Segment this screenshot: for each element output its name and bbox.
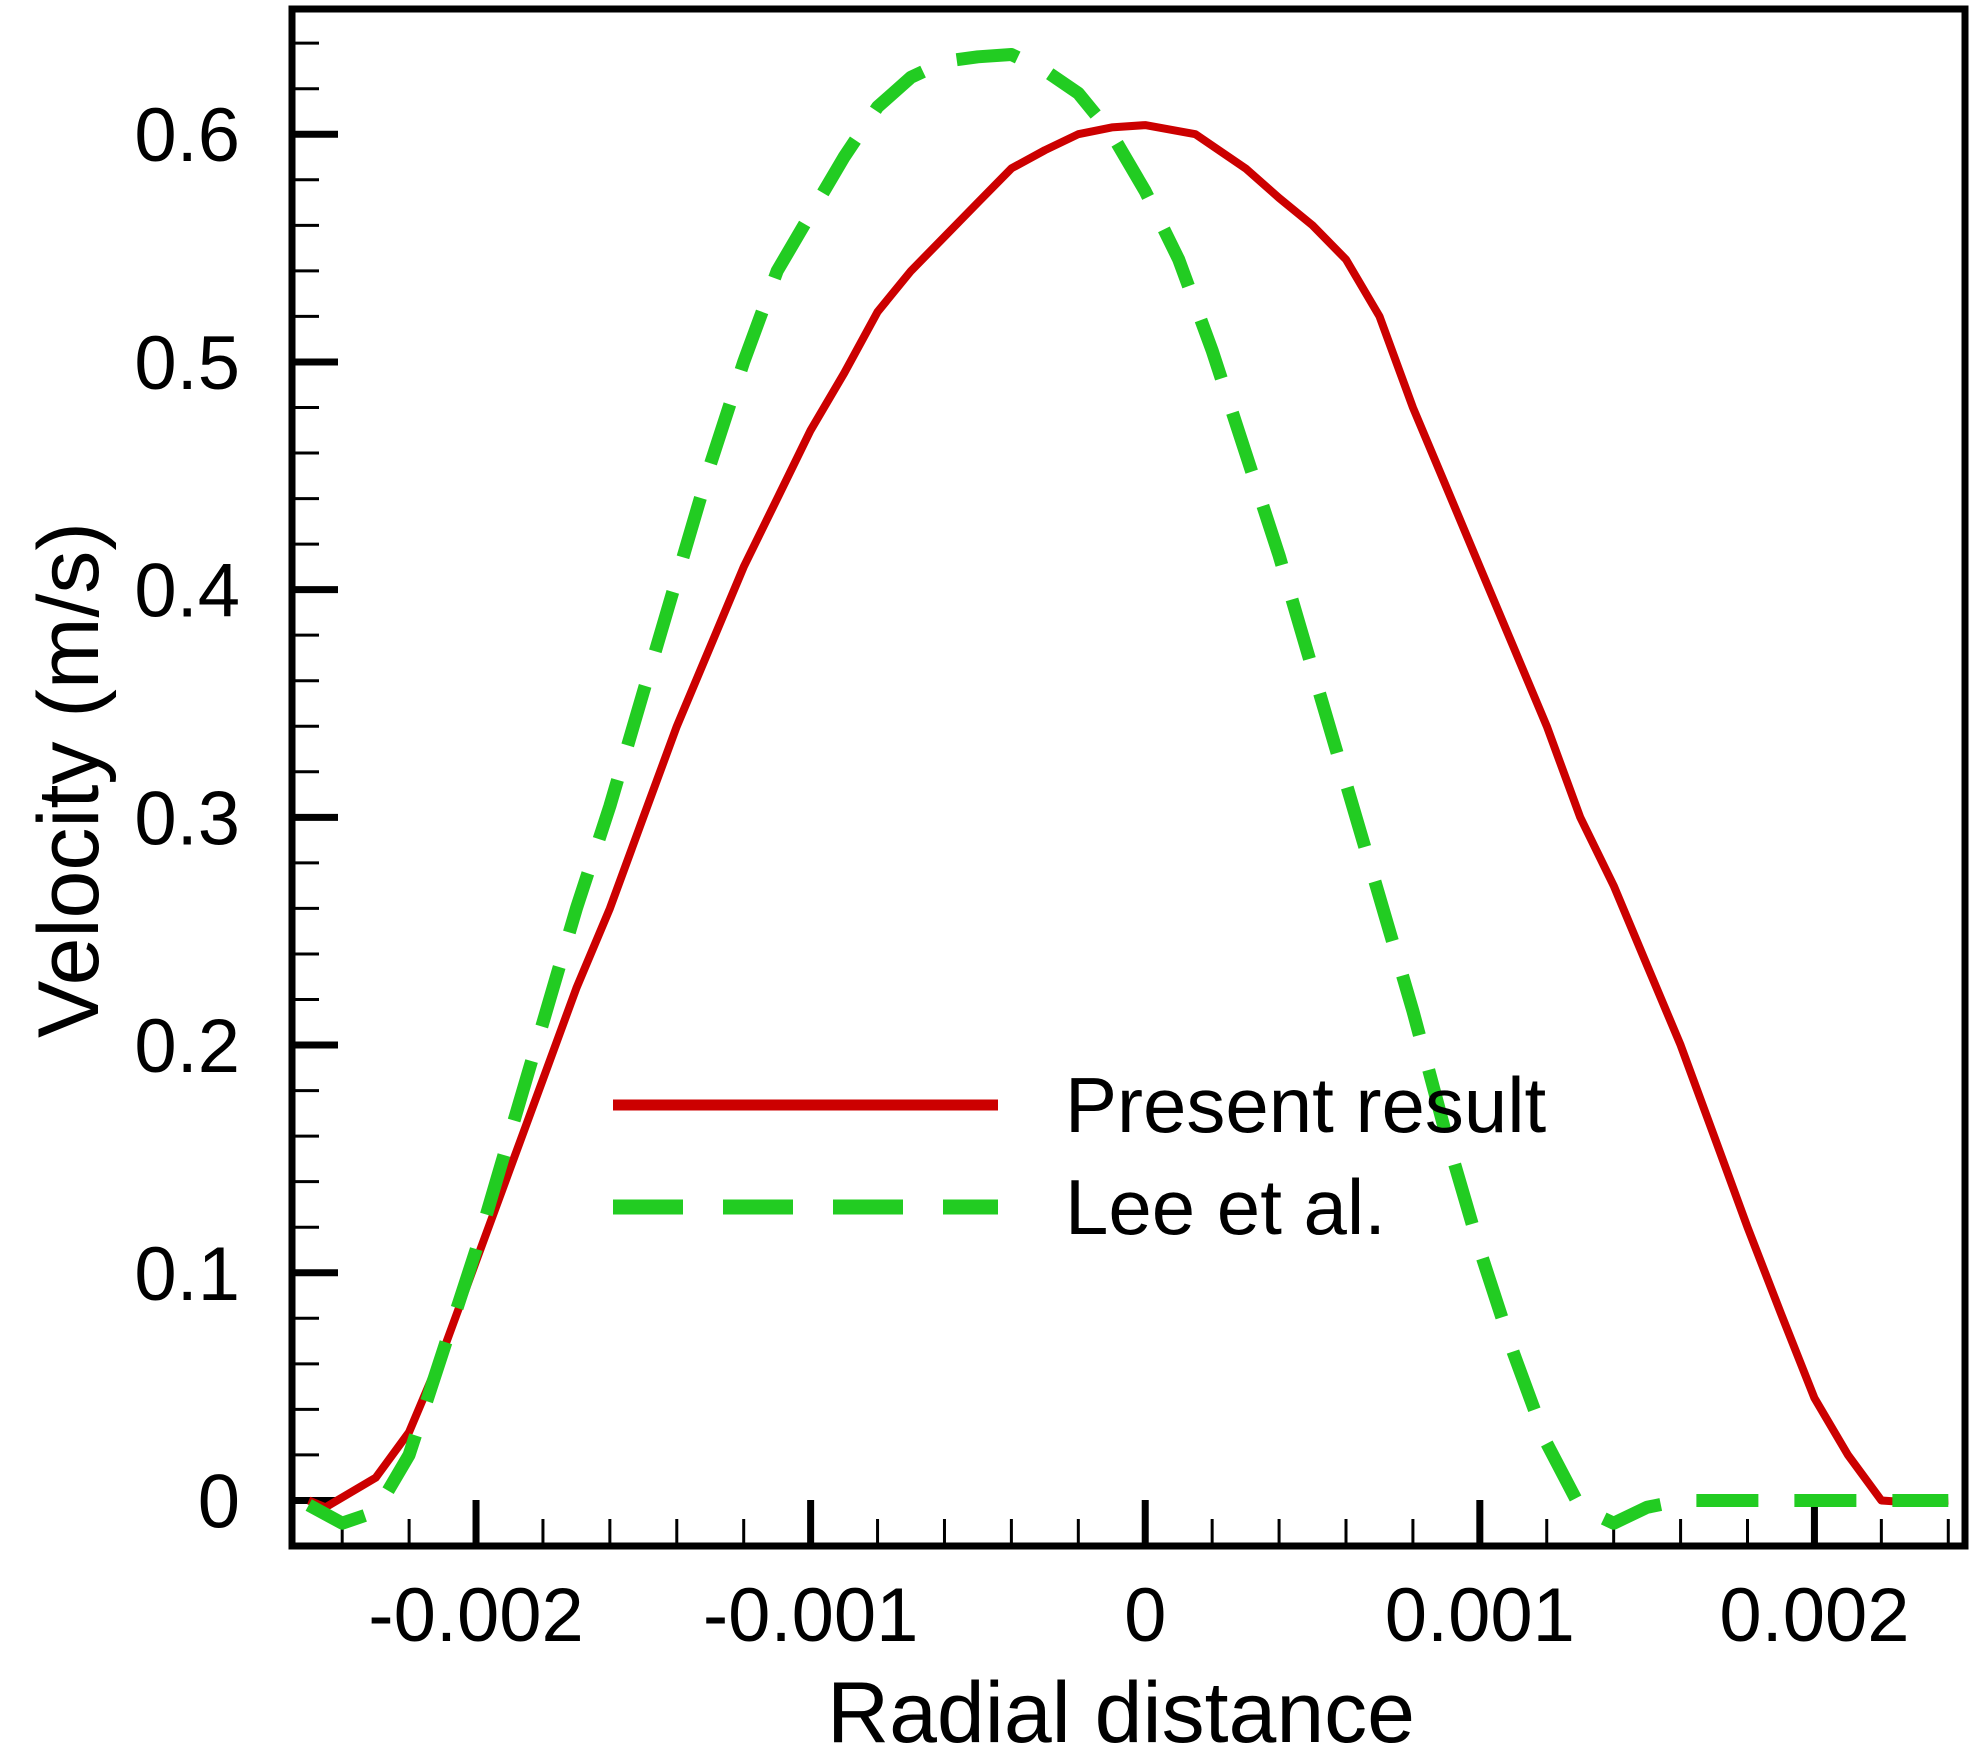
y-tick-label: 0.2 bbox=[134, 1004, 240, 1089]
tick-labels: 0 0.1 0.2 0.3 0.4 0.5 0.6 -0.002 -0.001 0 0.001 0.0… bbox=[134, 93, 1909, 1658]
y-tick-label: 0.4 bbox=[134, 549, 240, 634]
y-tick-label: 0.3 bbox=[134, 776, 240, 861]
x-tick-label: 0.002 bbox=[1719, 1573, 1909, 1658]
axis-ticks bbox=[292, 41, 1950, 1546]
x-axis-title: Radial distance bbox=[827, 1665, 1415, 1759]
x-tick-label: -0.001 bbox=[703, 1573, 919, 1658]
y-tick-label: 0 bbox=[198, 1459, 240, 1544]
legend-label-lee-et-al: Lee et al. bbox=[1065, 1163, 1386, 1251]
x-tick-label: 0 bbox=[1124, 1573, 1166, 1658]
x-tick-label: 0.001 bbox=[1385, 1573, 1575, 1658]
y-tick-label: 0.5 bbox=[134, 321, 240, 406]
series-line-lee-et-al bbox=[305, 48, 1949, 1530]
y-axis-title: Velocity (m/s) bbox=[21, 522, 117, 1038]
legend-label-present-result: Present result bbox=[1065, 1061, 1547, 1149]
series-line-present-result bbox=[307, 121, 1949, 1512]
y-tick-label: 0.1 bbox=[134, 1232, 240, 1317]
plot-frame bbox=[288, 5, 1969, 1550]
legend: Present result Lee et al. bbox=[613, 1061, 1547, 1251]
series-layer bbox=[305, 48, 1949, 1530]
x-tick-label: -0.002 bbox=[368, 1573, 584, 1658]
y-tick-label: 0.6 bbox=[134, 93, 240, 178]
